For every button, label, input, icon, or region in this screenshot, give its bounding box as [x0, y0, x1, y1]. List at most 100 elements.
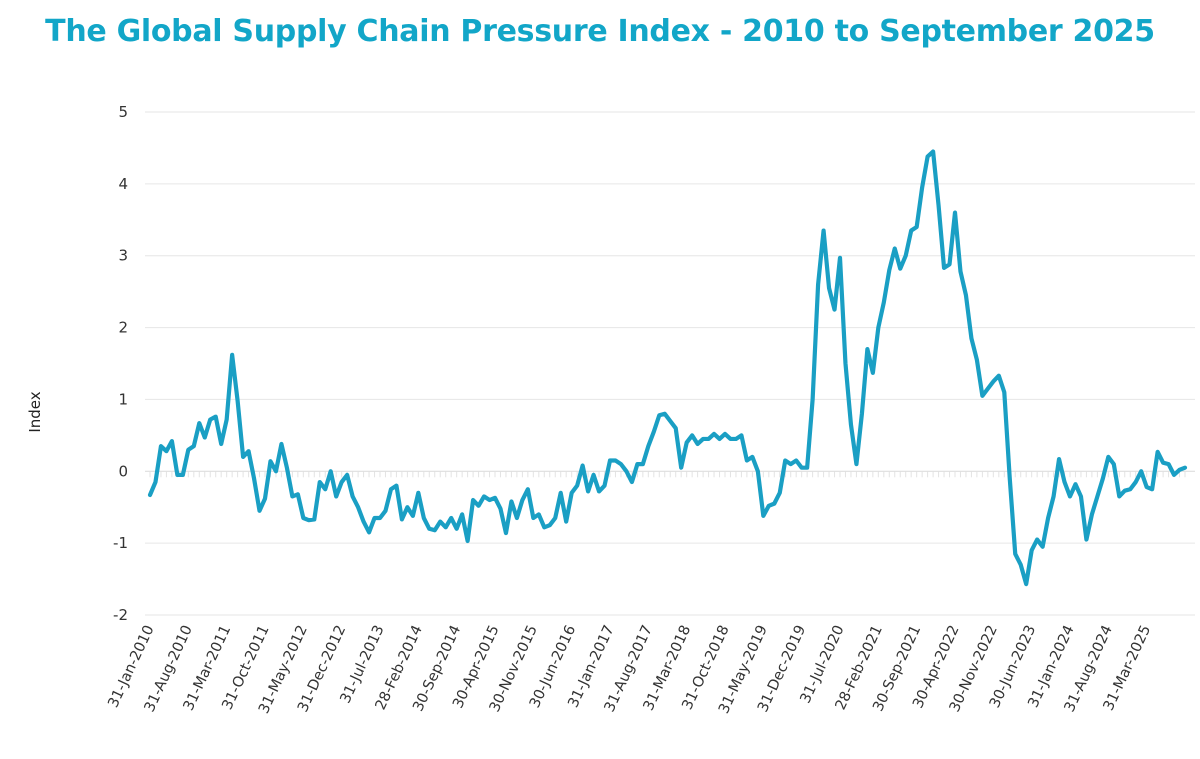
data-point: [548, 523, 552, 527]
data-point: [520, 498, 524, 502]
data-point: [1150, 487, 1154, 491]
data-point: [668, 419, 672, 423]
data-point: [164, 449, 168, 453]
data-point: [208, 418, 212, 422]
data-point: [657, 413, 661, 417]
data-point: [613, 459, 617, 463]
data-point: [498, 507, 502, 511]
data-point: [367, 530, 371, 534]
data-point: [373, 516, 377, 520]
data-point: [800, 466, 804, 470]
data-point: [553, 516, 557, 520]
data-point: [827, 286, 831, 290]
data-point: [323, 487, 327, 491]
data-point: [690, 433, 694, 437]
data-point: [1030, 548, 1034, 552]
y-tick-label: 5: [118, 103, 128, 121]
data-point: [1019, 563, 1023, 567]
data-point: [876, 326, 880, 330]
data-point: [652, 430, 656, 434]
data-point: [898, 267, 902, 271]
data-point: [1073, 482, 1077, 486]
data-point: [1013, 552, 1017, 556]
data-point: [575, 484, 579, 488]
data-point: [1112, 462, 1116, 466]
data-point: [274, 469, 278, 473]
data-point: [477, 504, 481, 508]
data-point: [449, 516, 453, 520]
data-point: [389, 487, 393, 491]
data-point: [745, 459, 749, 463]
data-point: [329, 469, 333, 473]
y-tick-label: 1: [118, 390, 128, 408]
data-point: [1128, 487, 1132, 491]
data-point: [909, 229, 913, 233]
y-tick-label: -2: [113, 606, 128, 624]
data-point: [378, 516, 382, 520]
data-point: [285, 466, 289, 470]
data-point: [915, 225, 919, 229]
data-point: [630, 480, 634, 484]
data-point: [471, 498, 475, 502]
data-point: [1090, 512, 1094, 516]
data-point: [318, 480, 322, 484]
data-point: [258, 509, 262, 513]
data-point: [1139, 469, 1143, 473]
y-tick-label: -1: [113, 534, 128, 552]
data-point: [783, 459, 787, 463]
data-point: [482, 494, 486, 498]
data-point: [433, 528, 437, 532]
data-point: [641, 462, 645, 466]
series-points: [148, 150, 1187, 587]
data-point: [186, 448, 190, 452]
data-point: [953, 211, 957, 215]
data-point: [290, 494, 294, 498]
data-point: [707, 437, 711, 441]
data-point: [411, 514, 415, 518]
data-point: [312, 517, 316, 521]
data-point: [1178, 468, 1182, 472]
data-point: [504, 531, 508, 535]
data-point: [247, 449, 251, 453]
data-point: [964, 293, 968, 297]
data-point: [1117, 494, 1121, 498]
data-point: [263, 497, 267, 501]
data-point: [252, 476, 256, 480]
data-point: [843, 362, 847, 366]
data-point: [444, 525, 448, 529]
data-point: [559, 491, 563, 495]
data-point: [400, 517, 404, 521]
data-point: [1079, 494, 1083, 498]
y-tick-label: 3: [118, 247, 128, 265]
data-point: [679, 466, 683, 470]
data-point: [197, 421, 201, 425]
data-point: [734, 437, 738, 441]
data-point: [1123, 489, 1127, 493]
data-point: [159, 444, 163, 448]
data-point: [937, 203, 941, 207]
data-point: [849, 423, 853, 427]
data-point: [948, 262, 952, 266]
data-point: [597, 489, 601, 493]
data-point: [268, 459, 272, 463]
data-point: [219, 442, 223, 446]
data-point: [712, 432, 716, 436]
data-point: [214, 415, 218, 419]
data-point: [394, 484, 398, 488]
data-point: [822, 229, 826, 233]
data-point: [1101, 476, 1105, 480]
data-point: [422, 516, 426, 520]
data-point: [362, 520, 366, 524]
data-point: [509, 499, 513, 503]
data-point: [674, 426, 678, 430]
data-point: [466, 539, 470, 543]
data-point: [1106, 455, 1110, 459]
data-point: [854, 462, 858, 466]
data-point: [761, 514, 765, 518]
data-point: [1002, 390, 1006, 394]
data-point: [794, 459, 798, 463]
y-tick-label: 4: [118, 175, 128, 193]
data-point: [833, 308, 837, 312]
data-point: [926, 155, 930, 159]
